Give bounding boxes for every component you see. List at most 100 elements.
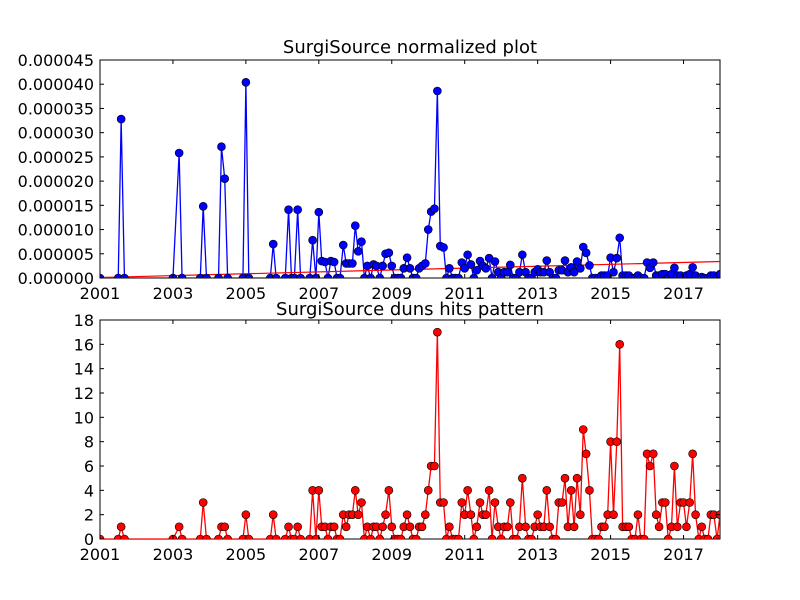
- data-point: [305, 534, 315, 539]
- data-point: [560, 473, 570, 483]
- data-point: [487, 273, 497, 278]
- data-point: [454, 534, 463, 539]
- data-point: [600, 522, 609, 532]
- data-point: [268, 239, 278, 249]
- y-tick-label: 0.000040: [18, 75, 94, 94]
- data-point: [244, 273, 254, 278]
- data-point: [217, 142, 226, 152]
- data-point: [442, 534, 451, 539]
- y-tick-label: 18: [74, 311, 94, 330]
- data-point: [329, 522, 339, 532]
- duns-hits-plot: SurgiSource duns hits pattern 2001 2003 20…: [74, 299, 721, 564]
- data-point: [545, 522, 554, 532]
- data-point: [384, 248, 394, 258]
- chart-title: SurgiSource duns hits pattern: [276, 299, 544, 320]
- data-point: [512, 534, 521, 539]
- data-point: [503, 522, 512, 532]
- data-point: [198, 202, 208, 211]
- data-point: [271, 534, 281, 539]
- y-axis: 0.000000 0.000005 0.000010 0.000015 0.000020…: [18, 51, 720, 288]
- data-point: [527, 534, 536, 539]
- data-point: [691, 510, 700, 519]
- data-point: [624, 522, 634, 532]
- data-point: [439, 243, 448, 252]
- data-point: [387, 522, 397, 532]
- y-tick-label: 0.000020: [18, 172, 94, 191]
- data-point: [421, 510, 430, 519]
- data-point: [490, 498, 500, 507]
- data-point: [457, 498, 467, 507]
- plot-area: [99, 319, 721, 540]
- y-tick-label: 8: [84, 433, 94, 452]
- data-point: [293, 522, 302, 532]
- data-point: [576, 264, 585, 273]
- data-point: [633, 510, 643, 519]
- data-point: [472, 265, 482, 275]
- x-tick-label: 2013: [517, 284, 558, 303]
- y-tick-label: 0.000045: [18, 51, 94, 70]
- data-point: [381, 510, 390, 519]
- data-point: [387, 261, 397, 271]
- y-tick-label: 2: [84, 506, 94, 525]
- data-point: [569, 522, 579, 532]
- data-point: [296, 273, 305, 278]
- data-point: [505, 260, 515, 270]
- y-tick-label: 10: [74, 408, 94, 427]
- y-tick-label: 0.000025: [18, 148, 94, 167]
- data-point: [396, 534, 406, 539]
- data-point: [576, 510, 585, 519]
- data-point: [566, 486, 576, 495]
- data-point: [433, 86, 442, 96]
- y-tick-label: 0.000000: [18, 269, 94, 288]
- data-point: [654, 522, 664, 532]
- data-point: [116, 522, 126, 532]
- data-point: [357, 498, 366, 507]
- data-point: [609, 510, 618, 519]
- data-point: [323, 273, 333, 278]
- y-tick-label: 0.000005: [18, 245, 94, 264]
- x-tick-label: 2005: [226, 545, 267, 564]
- data-point: [357, 237, 366, 246]
- data-point: [639, 273, 649, 278]
- data-point: [533, 510, 542, 519]
- data-point: [311, 534, 321, 539]
- data-point: [241, 77, 251, 87]
- data-point: [244, 534, 254, 539]
- data-point: [703, 534, 713, 539]
- data-point: [518, 473, 527, 483]
- data-point: [469, 273, 479, 278]
- data-point: [557, 498, 567, 507]
- data-point: [174, 522, 184, 532]
- data-point: [202, 534, 211, 539]
- data-point: [223, 273, 232, 278]
- data-point: [466, 510, 476, 519]
- data-point: [490, 257, 500, 266]
- data-point: [503, 267, 512, 277]
- data-point: [481, 264, 491, 273]
- y-tick-label: 14: [74, 360, 94, 379]
- data-point: [335, 534, 345, 539]
- data-point: [100, 534, 105, 539]
- data-point: [220, 522, 230, 532]
- data-point: [350, 486, 360, 495]
- data-point: [360, 534, 369, 539]
- data-point: [585, 261, 594, 270]
- data-point: [329, 257, 339, 267]
- x-tick-label: 2007: [298, 545, 339, 564]
- data-point: [697, 522, 707, 532]
- data-point: [214, 534, 223, 539]
- data-point: [460, 264, 470, 273]
- y-tick-label: 6: [84, 457, 94, 476]
- data-point: [120, 534, 129, 539]
- plot-layer: [100, 77, 720, 278]
- data-point: [682, 522, 691, 532]
- data-point: [214, 273, 223, 278]
- data-point: [685, 498, 695, 507]
- data-point: [375, 273, 385, 278]
- data-point: [688, 263, 697, 272]
- data-point: [323, 534, 333, 539]
- data-point: [487, 534, 497, 539]
- data-point: [454, 273, 463, 278]
- data-point: [314, 486, 324, 495]
- data-point: [353, 247, 363, 256]
